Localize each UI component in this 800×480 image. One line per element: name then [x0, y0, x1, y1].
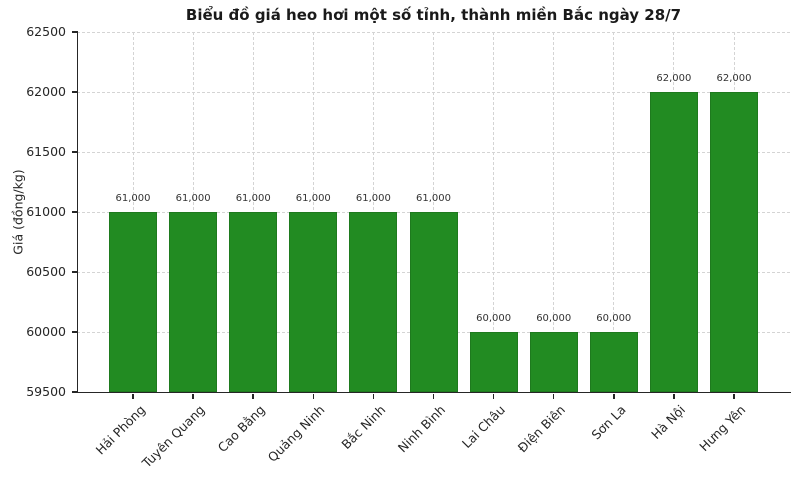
x-tick-label: Cao Bằng [214, 402, 268, 456]
x-tick-label: Ninh Bình [394, 402, 449, 456]
bar-value-label: 61,000 [295, 193, 331, 204]
x-tick [673, 393, 675, 399]
x-tick-label: Quảng Ninh [265, 402, 328, 465]
y-tick-label: 60500 [26, 264, 66, 279]
bar-value-label: 61,000 [416, 193, 451, 204]
bar [710, 92, 758, 392]
x-tick [252, 393, 254, 399]
v-gridline [613, 32, 615, 392]
x-tick-label: Hà Nội [648, 402, 689, 442]
x-tick [613, 393, 615, 399]
bar [409, 212, 458, 392]
bar-value-label: 60,000 [536, 313, 572, 324]
v-gridline [553, 32, 555, 392]
bar-value-label: 61,000 [235, 193, 271, 204]
y-tick-label: 61000 [26, 204, 66, 219]
bar-value-label: 62,000 [656, 73, 692, 84]
bar [649, 92, 698, 392]
x-tick-label: Bắc Ninh [337, 402, 389, 453]
bar-value-label: 61,000 [115, 193, 151, 204]
bar-value-label: 60,000 [596, 313, 632, 324]
x-tick-label: Lai Châu [459, 402, 509, 452]
bar-value-label: 61,000 [355, 193, 391, 204]
x-tick [192, 393, 194, 399]
x-tick [372, 393, 375, 399]
y-tick [72, 271, 78, 273]
y-tick-label: 62500 [26, 24, 66, 39]
bar [349, 212, 398, 392]
x-tick-label: Sơn La [588, 402, 629, 443]
bar [589, 332, 638, 392]
x-tick [312, 393, 315, 399]
bar-value-label: 62,000 [716, 73, 752, 84]
x-tick-label: Điện Biên [514, 402, 569, 456]
x-tick [552, 393, 555, 399]
y-tick [72, 391, 78, 393]
x-tick [132, 393, 134, 399]
bar [169, 212, 218, 392]
x-tick [432, 393, 435, 399]
bar-value-label: 61,000 [175, 193, 211, 204]
x-tick-label: Hải Phòng [92, 402, 148, 458]
bar [529, 332, 578, 392]
y-tick [72, 31, 78, 33]
y-tick-label: 60000 [26, 324, 66, 339]
y-tick-label: 61500 [26, 144, 66, 159]
y-tick-label: 62000 [26, 84, 66, 99]
y-tick [72, 91, 78, 93]
y-tick [72, 211, 78, 213]
y-tick [72, 151, 78, 153]
v-gridline [493, 32, 495, 392]
x-tick [733, 393, 735, 399]
bar-value-label: 60,000 [476, 313, 512, 324]
y-tick-label: 59500 [26, 384, 66, 399]
bar [229, 212, 278, 392]
x-tick-label: Hưng Yên [696, 402, 749, 455]
bar [469, 332, 518, 392]
y-tick [72, 331, 78, 333]
bar [289, 212, 338, 392]
bar [109, 212, 157, 392]
x-tick-label: Tuyên Quang [139, 402, 208, 471]
x-tick [492, 393, 495, 399]
chart-title: Biểu đồ giá heo hơi một số tỉnh, thành m… [185, 6, 682, 24]
